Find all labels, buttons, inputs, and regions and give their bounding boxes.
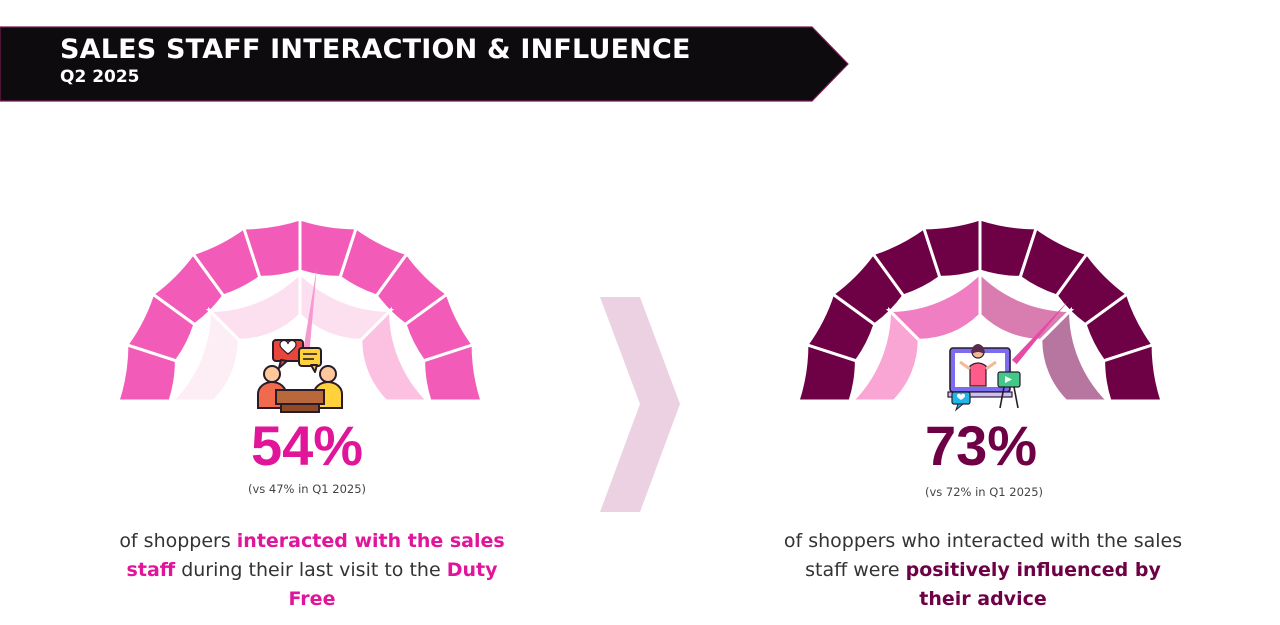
page-title: SALES STAFF INTERACTION & INFLUENCE xyxy=(60,34,691,65)
gauge-left-comparison: (vs 47% in Q1 2025) xyxy=(247,482,367,496)
page-subtitle: Q2 2025 xyxy=(60,67,140,87)
gauge-right-comparison: (vs 72% in Q1 2025) xyxy=(924,485,1044,499)
caption-text: of shoppers xyxy=(119,530,237,552)
gauge-right-caption: of shoppers who interacted with the sale… xyxy=(783,527,1183,614)
caption-text: of shoppers who interacted with the sale… xyxy=(783,530,1183,581)
online-advisor-icon xyxy=(947,344,1021,412)
gauge-needle xyxy=(1011,300,1069,365)
chevron-right-icon xyxy=(600,297,680,512)
caption-highlight: Duty Free xyxy=(288,559,498,610)
caption-highlight: interacted with the sales staff xyxy=(126,530,505,581)
gauge-inner-band xyxy=(359,306,432,403)
gauge-needle xyxy=(303,268,317,350)
header-banner: SALES STAFF INTERACTION & INFLUENCE Q2 2… xyxy=(0,0,860,110)
banner-shape xyxy=(0,26,849,102)
gauge-right xyxy=(795,216,1165,403)
gauge-left xyxy=(115,216,485,403)
gauge-left-value: 54% xyxy=(250,414,364,477)
caption-highlight: positively influenced by their advice xyxy=(905,559,1161,610)
staff-interaction-icon xyxy=(257,339,343,413)
gauge-left-caption: of shoppers interacted with the sales st… xyxy=(112,527,512,614)
gauge-right-value: 73% xyxy=(924,414,1038,477)
gauge-outer-segment xyxy=(1102,342,1165,403)
gauge-outer-segment xyxy=(422,342,485,403)
caption-text: during their last visit to the xyxy=(175,559,447,581)
gauge-inner-band xyxy=(1039,306,1112,403)
